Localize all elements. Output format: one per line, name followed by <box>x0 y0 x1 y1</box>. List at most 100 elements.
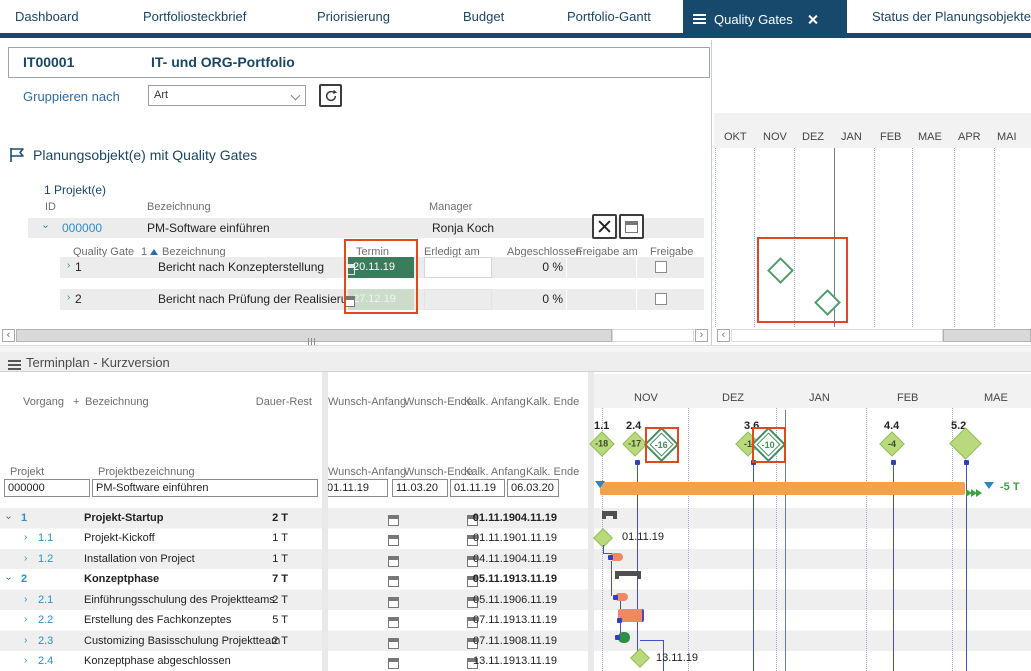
calendar-icon <box>625 221 638 233</box>
project-id-input[interactable]: 000000 <box>4 479 90 497</box>
quality-gate-diamond[interactable] <box>814 289 841 316</box>
table-row[interactable]: › 2.3 Customizing Basisschulung Projektt… <box>0 631 588 651</box>
refresh-button[interactable] <box>319 84 342 107</box>
expand-icon[interactable]: › <box>24 594 27 605</box>
project-name-input[interactable]: PM-Software einführen <box>92 479 318 497</box>
scrollbar-thumb[interactable] <box>943 329 1031 342</box>
delete-button[interactable] <box>592 214 617 239</box>
milestone-diamond[interactable]: -4 <box>879 431 904 456</box>
freigabe-checkbox[interactable] <box>655 261 667 273</box>
menu-icon[interactable] <box>693 12 706 26</box>
calendar-icon[interactable] <box>388 638 399 649</box>
calendar-icon[interactable] <box>388 658 399 669</box>
group-by-select[interactable]: Art <box>148 85 306 106</box>
project-id-link[interactable]: 000000 <box>62 221 102 235</box>
expand-icon[interactable]: › <box>24 532 27 543</box>
milestone-label: 2.4 <box>626 420 641 432</box>
current-date-line <box>785 410 786 671</box>
gate-number: 2 <box>75 292 82 306</box>
calendar-icon[interactable] <box>388 576 399 587</box>
expand-icon[interactable]: › <box>24 553 27 564</box>
col-header-id: ID <box>45 201 56 213</box>
project-summary-bar[interactable] <box>600 482 965 495</box>
scroll-right-arrow[interactable]: › <box>695 329 708 342</box>
scroll-left-arrow[interactable]: ‹ <box>717 329 730 342</box>
month-label: DEZ <box>722 392 744 404</box>
tab-status-der-planungsobjekte[interactable]: Status der Planungsobjekte <box>872 0 1031 33</box>
month-label: NOV <box>634 392 658 404</box>
phase-summary-bar[interactable] <box>602 511 617 519</box>
phase-summary-bar[interactable] <box>615 571 641 579</box>
calendar-icon[interactable] <box>388 556 399 567</box>
calendar-button[interactable] <box>619 214 644 239</box>
collapse-icon[interactable]: › <box>3 577 14 580</box>
col-header-wunsch-ende: Wunsch-Ende <box>404 396 473 408</box>
tab-portfolio-gantt[interactable]: Portfolio-Gantt <box>567 0 651 33</box>
table-row[interactable]: › 2.4 Konzeptphase abgeschlossen 13.11.1… <box>0 651 588 671</box>
col-expand-all[interactable]: + <box>73 396 79 408</box>
table-row[interactable]: › 2.2 Erstellung des Fachkonzeptes 5 T 0… <box>0 610 588 630</box>
col-header-vorgang: Vorgang <box>23 396 64 408</box>
collapse-icon[interactable]: › <box>3 516 14 519</box>
kalk-ende-input[interactable]: 06.03.20 <box>507 479 559 497</box>
table-row[interactable]: › 1.1 Projekt-Kickoff 1 T 01.11.19 01.11… <box>0 528 588 548</box>
row-kalk-ende: 13.11.19 <box>508 655 557 667</box>
row-kalk-ende: 13.11.19 <box>508 573 557 585</box>
sort-asc-icon <box>150 249 158 255</box>
freigabe-checkbox[interactable] <box>655 293 667 305</box>
row-name: Projekt-Startup <box>84 512 163 524</box>
tab-portfoliosteckbrief[interactable]: Portfoliosteckbrief <box>143 0 246 33</box>
month-label: DEZ <box>802 131 824 143</box>
month-label: APR <box>958 131 981 143</box>
connector-dot <box>608 555 613 560</box>
termin-date-cell[interactable]: 20.11.19 <box>348 257 414 278</box>
row-number: 2.1 <box>38 594 53 606</box>
quality-gate-diamond[interactable]: -16 <box>644 427 679 462</box>
calendar-icon[interactable] <box>388 597 399 608</box>
milestone-diamond[interactable] <box>949 427 982 460</box>
termin-date-cell[interactable]: 27.12.19 <box>348 289 414 310</box>
wunsch-ende-input[interactable]: 11.03.20 <box>392 479 448 497</box>
scrollbar-track[interactable] <box>612 329 694 342</box>
table-row[interactable]: › 1 Projekt-Startup 2 T 01.11.19 04.11.1… <box>0 508 588 528</box>
close-icon[interactable] <box>807 14 818 25</box>
kalk-anfang-input[interactable]: 01.11.19 <box>450 479 505 497</box>
nav-accent-bar <box>0 33 1031 38</box>
quality-gate-diamond[interactable] <box>767 257 794 284</box>
calendar-icon[interactable] <box>388 535 399 546</box>
month-gridline <box>866 408 867 671</box>
calendar-icon[interactable] <box>388 515 399 526</box>
table-row[interactable]: › 1.2 Installation von Project 1 T 04.11… <box>0 549 588 569</box>
tab-budget[interactable]: Budget <box>463 0 504 33</box>
row-duration: 2 T <box>230 594 288 606</box>
expand-icon[interactable]: › <box>24 655 27 666</box>
row-name: Konzeptphase abgeschlossen <box>84 655 231 667</box>
scrollbar-thumb[interactable] <box>16 329 612 342</box>
col-header-bezeichnung: Bezeichnung <box>147 201 211 213</box>
scroll-left-arrow[interactable]: ‹ <box>2 329 15 342</box>
expand-icon[interactable]: › <box>24 635 27 646</box>
flag-icon <box>9 147 26 163</box>
table-row[interactable]: › 2.1 Einführungsschulung des Projekttea… <box>0 590 588 610</box>
scrollbar-track[interactable] <box>731 329 943 342</box>
wunsch-anfang-input[interactable]: 01.11.19 <box>323 479 388 497</box>
calendar-icon[interactable] <box>344 296 355 307</box>
expand-icon[interactable]: › <box>24 614 27 625</box>
expand-icon[interactable]: › <box>67 292 70 303</box>
table-row[interactable]: › 2 Konzeptphase 7 T 05.11.19 13.11.19 <box>0 569 588 589</box>
collapse-icon[interactable]: › <box>40 225 51 228</box>
tab-dashboard[interactable]: Dashboard <box>15 0 79 33</box>
quality-gate-diamond[interactable]: -10 <box>751 427 786 462</box>
erledigt-am-cell[interactable] <box>424 257 492 278</box>
calendar-icon[interactable] <box>388 617 399 628</box>
expand-icon[interactable]: › <box>67 260 70 271</box>
connector-dot <box>751 460 756 465</box>
tab-priorisierung[interactable]: Priorisierung <box>317 0 390 33</box>
menu-icon[interactable] <box>8 358 21 372</box>
calendar-icon[interactable] <box>344 264 355 275</box>
erledigt-am-cell[interactable] <box>424 289 492 310</box>
portfolio-id: IT00001 <box>23 54 74 70</box>
row-duration: 2 T <box>230 635 288 647</box>
row-duration: 1 T <box>230 532 288 544</box>
application-window: Dashboard Portfoliosteckbrief Priorisier… <box>0 0 1031 671</box>
